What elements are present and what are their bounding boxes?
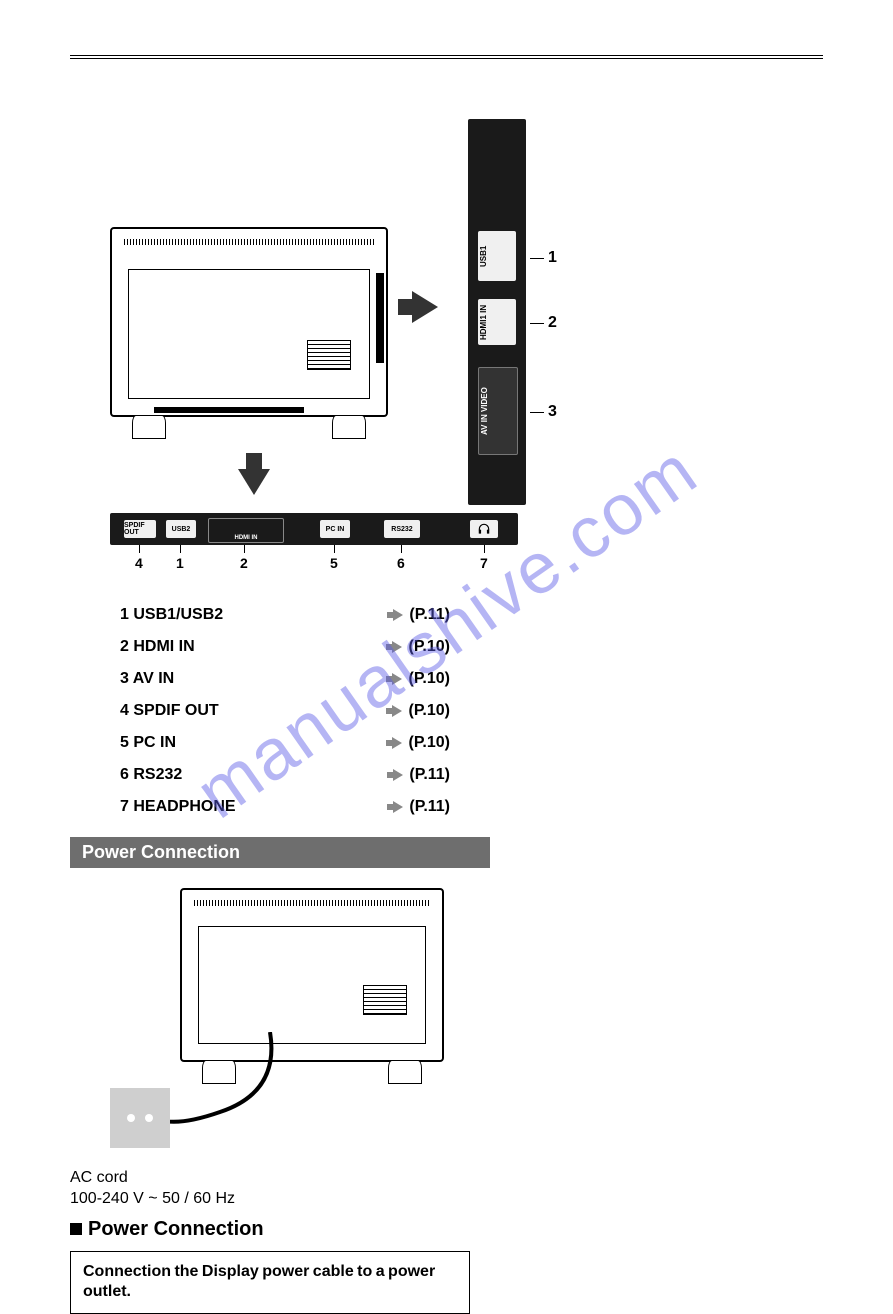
tv-label-sticker bbox=[307, 340, 351, 370]
port-row-ref: (P.11) bbox=[387, 766, 450, 784]
port-diagram: USB1 HDMI1 IN AV IN VIDEO 1 2 3 SPDIF OU… bbox=[110, 119, 580, 569]
port-row-ref-text: (P.10) bbox=[408, 638, 450, 656]
bottom-callout-5: 5 bbox=[330, 555, 338, 571]
port-row-ref-text: (P.11) bbox=[409, 766, 450, 784]
page-root: USB1 HDMI1 IN AV IN VIDEO 1 2 3 SPDIF OU… bbox=[0, 0, 893, 1314]
bottom-callout-2: 2 bbox=[240, 555, 248, 571]
port-row: 2 HDMI IN (P.10) bbox=[120, 631, 450, 663]
tv-inner-panel-2 bbox=[198, 926, 426, 1044]
port-row-label: 4 SPDIF OUT bbox=[120, 702, 219, 720]
bottom-port-rs232: RS232 bbox=[384, 520, 420, 538]
power-diagram bbox=[110, 888, 490, 1158]
port-row-ref-text: (P.11) bbox=[409, 606, 450, 624]
top-rule-2 bbox=[70, 58, 823, 59]
tv-inner-panel bbox=[128, 269, 370, 399]
port-row-ref: (P.10) bbox=[386, 734, 450, 752]
outlet-hole bbox=[145, 1114, 153, 1122]
port-row-label: 1 USB1/USB2 bbox=[120, 606, 223, 624]
side-port-usb1-label: USB1 bbox=[480, 235, 488, 277]
arrow-right-small-icon bbox=[386, 737, 402, 749]
port-row-ref: (P.10) bbox=[386, 702, 450, 720]
side-callout-2: 2 bbox=[530, 314, 557, 332]
side-port-usb1: USB1 bbox=[478, 231, 516, 281]
port-row-label: 5 PC IN bbox=[120, 734, 176, 752]
bottom-callout-7: 7 bbox=[480, 555, 488, 571]
side-callout-3: 3 bbox=[530, 403, 557, 421]
ac-cord-text: AC cord 100-240 V ~ 50 / 60 Hz bbox=[70, 1168, 823, 1210]
port-row: 4 SPDIF OUT (P.10) bbox=[120, 695, 450, 727]
tv-stand-left bbox=[132, 415, 166, 439]
tv-label-sticker-2 bbox=[363, 985, 407, 1015]
arrow-right-icon bbox=[412, 291, 438, 323]
port-row-ref-text: (P.10) bbox=[408, 702, 450, 720]
tv-vent bbox=[124, 239, 374, 245]
port-row-label: 3 AV IN bbox=[120, 670, 174, 688]
port-row-ref-text: (P.10) bbox=[408, 734, 450, 752]
power-cable bbox=[150, 1032, 310, 1132]
port-row: 7 HEADPHONE (P.11) bbox=[120, 791, 450, 823]
port-row-ref: (P.11) bbox=[387, 798, 450, 816]
bottom-port-hdmi-group: HDMI IN bbox=[208, 518, 284, 543]
port-row-ref: (P.10) bbox=[386, 638, 450, 656]
port-row-ref: (P.11) bbox=[387, 606, 450, 624]
port-row: 6 RS232 (P.11) bbox=[120, 759, 450, 791]
square-bullet-icon bbox=[70, 1223, 82, 1235]
port-row-label: 6 RS232 bbox=[120, 766, 182, 784]
bottom-port-usb2: USB2 bbox=[166, 520, 196, 538]
side-port-hdmi1: HDMI1 IN bbox=[478, 299, 516, 345]
tv-bottom-port-strip bbox=[154, 407, 304, 413]
tv-stand-right bbox=[332, 415, 366, 439]
outlet-hole bbox=[127, 1114, 135, 1122]
power-subheading: Power Connection bbox=[70, 1218, 823, 1241]
port-row: 1 USB1/USB2 (P.11) bbox=[120, 599, 450, 631]
top-rule bbox=[70, 55, 823, 56]
port-row: 5 PC IN (P.10) bbox=[120, 727, 450, 759]
tv-stand-right-2 bbox=[388, 1060, 422, 1084]
port-row: 3 AV IN (P.10) bbox=[120, 663, 450, 695]
side-callout-1: 1 bbox=[530, 249, 557, 267]
bottom-port-pc: PC IN bbox=[320, 520, 350, 538]
bottom-port-headphone bbox=[470, 520, 498, 538]
arrow-right-small-icon bbox=[386, 641, 402, 653]
side-port-panel: USB1 HDMI1 IN AV IN VIDEO bbox=[468, 119, 526, 505]
bottom-callout-4: 4 bbox=[135, 555, 143, 571]
power-note-box: Connection the Display power cable to a … bbox=[70, 1251, 470, 1314]
ac-cord-line1: AC cord bbox=[70, 1168, 823, 1189]
side-port-av-label: AV IN VIDEO bbox=[481, 372, 489, 450]
bottom-port-panel: SPDIF OUT USB2 HDMI IN PC IN RS232 bbox=[110, 513, 518, 545]
port-row-ref-text: (P.10) bbox=[408, 670, 450, 688]
bottom-callout-6: 6 bbox=[397, 555, 405, 571]
tv-side-port-strip bbox=[376, 273, 384, 363]
arrow-right-small-icon bbox=[387, 609, 403, 621]
side-port-hdmi1-label: HDMI1 IN bbox=[480, 303, 488, 341]
tv-vent-2 bbox=[194, 900, 430, 906]
headphone-icon bbox=[477, 522, 491, 536]
port-row-label: 2 HDMI IN bbox=[120, 638, 195, 656]
arrow-right-small-icon bbox=[387, 801, 403, 813]
side-port-av: AV IN VIDEO bbox=[478, 367, 518, 455]
bottom-callout-1: 1 bbox=[176, 555, 184, 571]
port-row-ref: (P.10) bbox=[386, 670, 450, 688]
power-subheading-label: Power Connection bbox=[88, 1218, 264, 1241]
tv-back-illustration bbox=[110, 227, 388, 417]
power-outlet bbox=[110, 1088, 170, 1148]
bottom-callouts: 4 1 2 5 6 7 bbox=[110, 555, 518, 577]
port-row-label: 7 HEADPHONE bbox=[120, 798, 236, 816]
arrow-right-small-icon bbox=[386, 673, 402, 685]
arrow-right-small-icon bbox=[387, 769, 403, 781]
bottom-port-spdif: SPDIF OUT bbox=[124, 520, 156, 538]
section-heading-power: Power Connection bbox=[70, 837, 490, 868]
ac-cord-line2: 100-240 V ~ 50 / 60 Hz bbox=[70, 1189, 823, 1210]
arrow-right-small-icon bbox=[386, 705, 402, 717]
arrow-down-icon bbox=[238, 469, 270, 495]
port-reference-list: 1 USB1/USB2 (P.11) 2 HDMI IN (P.10) 3 AV IN (… bbox=[120, 599, 450, 823]
port-row-ref-text: (P.11) bbox=[409, 798, 450, 816]
